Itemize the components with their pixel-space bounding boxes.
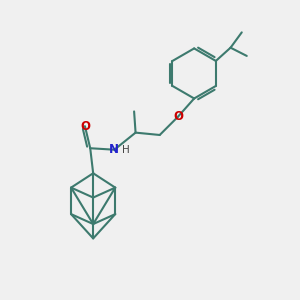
Text: H: H	[122, 145, 129, 155]
Text: N: N	[110, 143, 119, 156]
Text: O: O	[80, 120, 90, 133]
Text: O: O	[173, 110, 183, 123]
